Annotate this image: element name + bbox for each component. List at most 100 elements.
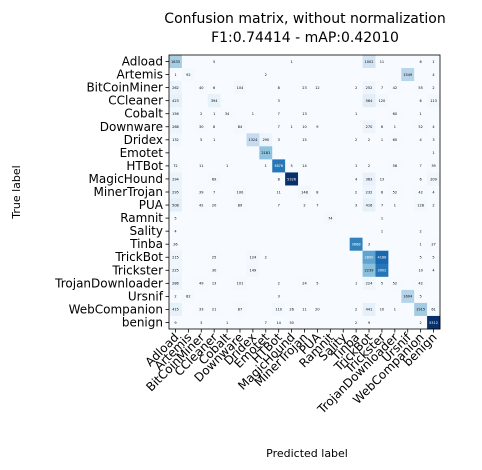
cell-value: 7 <box>381 86 383 90</box>
heatmap-cell <box>401 224 415 238</box>
heatmap-cell <box>362 302 376 317</box>
cell-value: 2 <box>278 282 280 286</box>
cell-value: 564 <box>366 99 373 103</box>
heatmap-cell <box>401 198 415 212</box>
cell-value: 416 <box>366 203 373 207</box>
heatmap-cell <box>259 263 273 278</box>
cell-value: 2 <box>368 138 370 142</box>
cell-value: 5 <box>420 295 422 299</box>
heatmap-cell <box>272 120 286 134</box>
heatmap-cell <box>233 172 247 186</box>
heatmap-cell <box>323 289 338 304</box>
cell-value: 55 <box>418 86 422 90</box>
y-tick-label: benign <box>122 315 163 329</box>
cell-value: 4 <box>432 190 435 194</box>
y-tick-label: Downware <box>100 120 163 134</box>
heatmap-cell <box>169 250 183 265</box>
y-axis-label: True label <box>10 165 23 219</box>
cell-value: 61 <box>431 308 435 312</box>
heatmap-cell <box>427 133 441 147</box>
heatmap-cell <box>285 146 299 160</box>
cell-value: 84 <box>238 125 243 129</box>
y-tick-label: Cobalt <box>124 107 163 121</box>
cell-value: 363 <box>366 177 373 181</box>
heatmap-cell <box>272 250 286 265</box>
heatmap-cell <box>246 133 260 147</box>
heatmap-cell <box>427 81 441 95</box>
heatmap-cell <box>259 172 273 186</box>
heatmap-cell <box>181 211 196 225</box>
cell-value: 26 <box>173 242 177 246</box>
heatmap-cell <box>181 81 196 95</box>
cell-value: 423 <box>172 99 179 103</box>
heatmap-cell <box>414 94 428 108</box>
heatmap-cell <box>323 250 338 265</box>
cell-value: 3 <box>278 99 280 103</box>
heatmap-cell <box>181 198 196 212</box>
cell-value: 5 <box>213 60 215 64</box>
heatmap-cell <box>310 289 325 304</box>
heatmap-cell <box>285 250 299 265</box>
heatmap-cell <box>310 81 325 95</box>
heatmap-cell <box>220 250 234 265</box>
cell-value: 5326 <box>287 177 296 181</box>
heatmap-cell <box>362 263 376 278</box>
cell-value: 5 <box>316 282 318 286</box>
heatmap-cell <box>298 107 312 121</box>
y-tick-label: WebCompanion <box>69 302 163 316</box>
heatmap-cell <box>362 276 376 291</box>
heatmap-cell <box>336 315 350 330</box>
heatmap-cell <box>323 146 338 160</box>
cell-value: 2 <box>355 321 357 325</box>
heatmap-cell <box>298 94 312 108</box>
heatmap-cell <box>272 237 286 252</box>
cell-value: 3902 <box>377 269 386 273</box>
heatmap-cell <box>220 159 234 173</box>
cell-value: 290 <box>262 138 269 142</box>
heatmap-cell <box>194 224 209 238</box>
heatmap-cell <box>233 211 247 225</box>
heatmap-cell <box>181 68 196 82</box>
heatmap-cell <box>220 146 234 160</box>
heatmap-cell <box>194 263 209 278</box>
heatmap-cell <box>169 159 183 173</box>
heatmap-cell <box>285 185 299 199</box>
heatmap-cell <box>272 81 286 95</box>
cell-value: 6 <box>381 190 383 194</box>
heatmap-cell <box>285 107 299 121</box>
heatmap-cell <box>349 94 363 108</box>
heatmap-cell <box>336 159 350 173</box>
heatmap-cell <box>401 172 415 186</box>
heatmap-cell <box>427 302 441 317</box>
cell-value: 215 <box>172 256 179 260</box>
heatmap-cell <box>181 172 196 186</box>
heatmap-cell <box>194 211 209 225</box>
heatmap-cell <box>246 302 260 317</box>
cell-value: 224 <box>366 282 373 286</box>
cell-value: 8 <box>278 86 280 90</box>
heatmap-cell <box>388 172 402 186</box>
heatmap-cell <box>181 302 196 317</box>
heatmap-cell <box>388 159 402 173</box>
heatmap-cell <box>375 263 389 278</box>
heatmap-cell <box>207 315 221 330</box>
heatmap-cell <box>233 289 247 304</box>
heatmap-cell <box>310 302 325 317</box>
cell-value: 42 <box>418 190 422 194</box>
heatmap-cell <box>323 237 338 252</box>
cell-value: 7 <box>278 125 280 129</box>
heatmap-cell <box>336 185 350 199</box>
heatmap-cell <box>414 68 428 82</box>
heatmap-cell <box>362 198 376 212</box>
heatmap-cell <box>220 211 234 225</box>
y-tick-label: Dridex <box>124 133 163 147</box>
heatmap-cell <box>401 263 415 278</box>
heatmap-cell <box>375 276 389 291</box>
heatmap-cell <box>401 315 415 330</box>
heatmap-cell <box>220 289 234 304</box>
heatmap-cell <box>169 263 183 278</box>
cell-value: 87 <box>238 308 242 312</box>
heatmap-cell <box>181 55 196 69</box>
heatmap-cell <box>323 302 338 317</box>
